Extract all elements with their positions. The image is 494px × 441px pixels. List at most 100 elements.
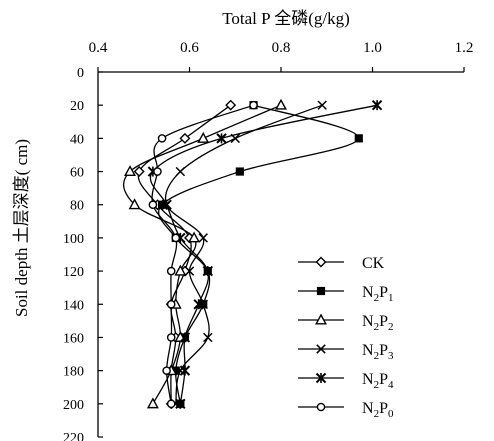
y-tick-label: 40 [70, 132, 84, 147]
series-layer [122, 98, 383, 410]
data-point-n2p0 [166, 266, 176, 276]
legend-label: N2P2 [362, 313, 393, 333]
series-line-n2p0 [151, 104, 254, 404]
series-n2p0 [148, 100, 258, 409]
y-tick-label: 180 [63, 365, 84, 380]
data-point-n2p2 [188, 231, 201, 243]
legend-marker-ck [315, 256, 327, 268]
series-line-n2p3 [164, 104, 323, 404]
data-point-n2p2 [124, 165, 137, 177]
y-tick-label: 20 [70, 99, 84, 114]
y-tick-label: 160 [63, 331, 84, 346]
legend-label: N2P1 [362, 284, 393, 304]
legend-subscript: 2 [374, 408, 380, 420]
x-tick-label: 0.4 [89, 40, 108, 56]
data-point-n2p0 [166, 399, 176, 409]
data-point-ck [225, 99, 237, 111]
legend-subscript: 2 [374, 292, 380, 304]
y-tick-label: 140 [63, 298, 84, 313]
data-point-n2p4 [202, 265, 214, 277]
series-line-ck [137, 104, 232, 404]
y-tick-label: 60 [70, 166, 84, 181]
legend-subscript: 2 [374, 350, 380, 362]
x-tick-label: 0.8 [272, 40, 291, 56]
data-point-n2p1 [235, 167, 244, 176]
legend-text-part: P [379, 342, 388, 359]
data-point-n2p4 [193, 299, 204, 310]
data-point-n2p2 [128, 198, 141, 210]
legend-item-n2p3: N2P3 [298, 342, 394, 362]
data-point-n2p0 [249, 100, 258, 110]
series-line-n2p4 [149, 104, 378, 404]
data-point-n2p0 [166, 299, 176, 309]
legend-label: N2P0 [362, 400, 394, 420]
legend-label: N2P4 [362, 371, 394, 391]
legend-subscript: 4 [388, 379, 394, 391]
y-tick-label: 220 [63, 431, 84, 441]
series-n2p2 [122, 98, 287, 409]
legend-marker-n2p4 [315, 372, 327, 384]
data-point-n2p4 [175, 398, 186, 410]
data-point-n2p4 [371, 99, 383, 111]
legend-item-n2p1: N2P1 [298, 284, 393, 304]
data-point-n2p3 [175, 166, 186, 177]
y-tick-label: 200 [63, 398, 84, 413]
data-point-ck [179, 132, 191, 144]
data-point-ck [133, 166, 145, 178]
legend-text-part: N [362, 400, 374, 417]
data-point-n2p2 [275, 98, 287, 110]
data-point-n2p2 [197, 131, 210, 143]
series-n2p4 [147, 99, 383, 410]
legend-text-part: N [362, 342, 374, 359]
y-tick-label: 0 [77, 66, 84, 81]
data-point-n2p1 [354, 134, 363, 143]
data-point-n2p2 [146, 397, 159, 409]
series-line-n2p2 [122, 104, 282, 405]
legend-label: N2P3 [362, 342, 394, 362]
legend-marker-n2p1 [316, 286, 326, 296]
y-tick-label: 120 [63, 265, 84, 280]
data-point-n2p4 [161, 199, 172, 210]
legend-subscript: 1 [388, 292, 394, 304]
legend-subscript: 2 [388, 321, 394, 333]
x-axis-ticks: 0.4 0.6 0.8 1.0 1.2 [89, 40, 474, 72]
data-point-n2p3 [317, 100, 327, 110]
legend-marker-n2p3 [316, 344, 326, 354]
data-point-n2p0 [153, 167, 162, 176]
y-tick-label: 100 [63, 232, 84, 247]
y-tick-label: 80 [70, 199, 84, 214]
legend-text-part: N [362, 284, 374, 301]
legend-subscript: 3 [388, 350, 394, 362]
y-axis-title: Soil depth 土层深度( cm) [12, 139, 31, 317]
legend-item-ck: CK [298, 255, 385, 272]
data-point-n2p4 [179, 332, 191, 343]
legend-text-part: P [379, 400, 388, 417]
legend-subscript: 0 [388, 408, 394, 420]
legend-subscript: 2 [374, 379, 380, 391]
data-point-n2p3 [203, 332, 213, 343]
legend-subscript: 2 [374, 321, 380, 333]
legend-text-part: CK [362, 255, 385, 272]
legend-label: CK [362, 255, 385, 272]
legend-text-part: P [379, 284, 388, 301]
legend-text-part: N [362, 371, 374, 388]
data-point-n2p0 [171, 233, 181, 243]
legend-item-n2p4: N2P4 [298, 371, 394, 391]
legend-item-n2p2: N2P2 [298, 313, 393, 333]
legend-item-n2p0: N2P0 [298, 400, 394, 420]
data-point-n2p0 [157, 134, 167, 143]
data-point-n2p4 [179, 365, 191, 376]
series-n2p1 [157, 101, 363, 408]
data-point-n2p2 [174, 264, 187, 276]
legend-text-part: N [362, 313, 374, 330]
data-point-n2p3 [184, 266, 195, 276]
series-n2p3 [161, 100, 327, 409]
legend-text-part: P [379, 371, 388, 388]
data-point-n2p0 [148, 200, 158, 210]
x-tick-label: 0.6 [180, 40, 199, 56]
legend-marker-n2p2 [315, 313, 327, 325]
x-tick-label: 1.0 [363, 40, 382, 56]
x-tick-label: 1.2 [455, 40, 474, 56]
